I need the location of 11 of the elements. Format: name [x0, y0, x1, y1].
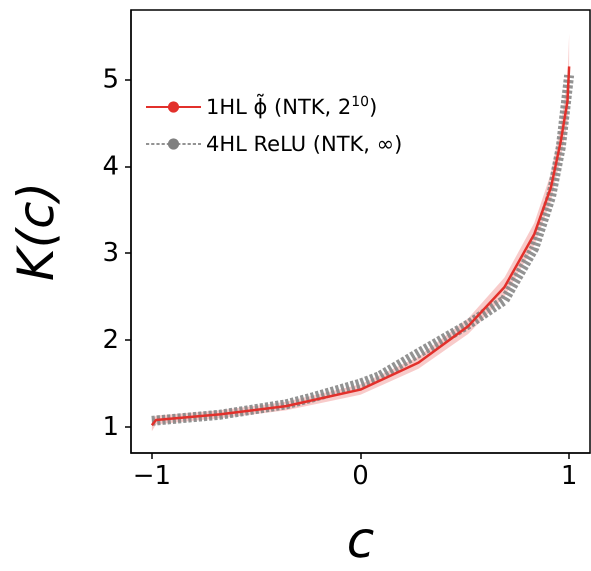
- y-axis-title: K(c): [7, 182, 65, 282]
- x-tick-label: 1: [560, 461, 578, 491]
- y-tick-label: 1: [102, 412, 119, 442]
- x-tick-label: −1: [132, 461, 172, 491]
- y-tick-label: 3: [102, 238, 119, 268]
- x-tick-label: 0: [352, 461, 369, 491]
- y-tick-label: 5: [102, 64, 119, 94]
- x-axis-title: c: [346, 511, 374, 569]
- y-tick-label: 2: [102, 325, 119, 356]
- y-tick-label: 4: [102, 151, 119, 182]
- legend-label: 4HL ReLU (NTK, ∞): [206, 132, 402, 156]
